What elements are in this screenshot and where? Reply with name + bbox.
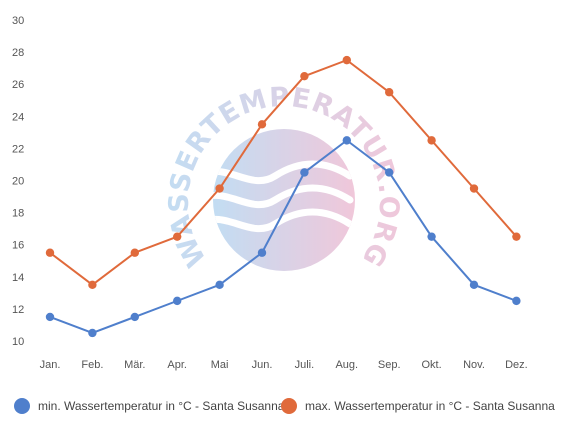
data-point-min[interactable] [385,168,394,177]
x-tick-label: Mai [211,359,229,371]
data-point-max[interactable] [342,55,351,65]
data-point-min[interactable] [469,280,479,290]
data-point-min[interactable] [257,248,267,257]
x-tick-label: Nov. [463,359,485,371]
data-point-max[interactable] [300,71,309,81]
series-max [45,55,521,290]
x-tick-label: Apr. [167,359,187,371]
data-point-min[interactable] [300,168,309,177]
y-axis: 10 12 14 16 18 20 22 24 26 28 30 [12,15,24,348]
data-point-max[interactable] [88,280,97,290]
y-tick-label: 18 [12,208,24,220]
data-point-min[interactable] [512,296,521,306]
data-point-max[interactable] [45,248,55,257]
data-point-min[interactable] [427,232,436,241]
legend: min. Wassertemperatur in °C - Santa Susa… [14,398,555,414]
y-tick-label: 26 [12,79,24,91]
y-tick-label: 28 [12,47,24,59]
data-point-max[interactable] [512,232,521,241]
series-line-max [49,59,518,286]
x-tick-label: Feb. [81,359,103,371]
data-point-max[interactable] [427,136,436,145]
watermark-logo: WASSERTEMPERATUR.ORG [164,82,404,272]
data-point-max[interactable] [173,232,182,241]
y-tick-label: 30 [12,15,24,27]
data-point-min[interactable] [130,312,139,322]
x-tick-label: Mär. [124,359,145,371]
x-tick-label: Sep. [378,359,401,371]
y-tick-label: 14 [12,272,24,284]
series-line-min [49,139,517,334]
legend-label-max: max. Wassertemperatur in °C - Santa Susa… [305,399,555,413]
y-tick-label: 16 [12,240,24,252]
x-tick-label: Dez. [505,359,528,371]
data-point-max[interactable] [130,248,139,257]
y-tick-label: 22 [12,143,24,155]
x-tick-label: Jan. [40,359,61,371]
y-tick-label: 20 [12,176,24,188]
x-tick-label: Okt. [422,359,442,371]
data-point-min[interactable] [45,312,55,322]
y-tick-label: 12 [12,304,24,316]
x-tick-label: Juli. [295,359,315,371]
data-point-max[interactable] [257,120,267,129]
data-point-min[interactable] [342,136,351,145]
data-point-min[interactable] [88,328,97,338]
data-point-min[interactable] [215,280,224,290]
data-point-max[interactable] [215,184,224,193]
data-point-max[interactable] [469,184,479,193]
x-axis: Jan. Feb. Mär. Apr. Mai Jun. Juli. Aug. Sep. Okt.… [40,359,528,371]
data-point-min[interactable] [173,296,182,306]
x-tick-label: Aug. [335,359,358,371]
y-tick-label: 24 [12,111,24,123]
x-tick-label: Jun. [252,359,273,371]
series-min [45,136,521,338]
legend-label-min: min. Wassertemperatur in °C - Santa Susa… [38,399,285,413]
legend-marker-min [14,398,30,414]
data-point-max[interactable] [385,88,394,97]
series-layer [45,55,521,338]
y-tick-label: 10 [12,336,24,348]
legend-marker-max [281,398,297,414]
